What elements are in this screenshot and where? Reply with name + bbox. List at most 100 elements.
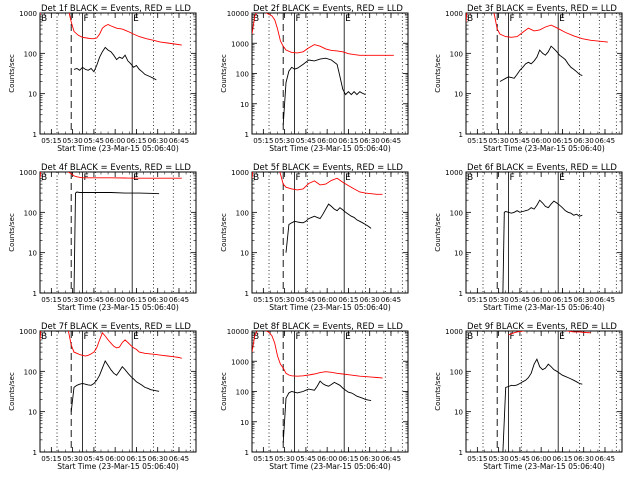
y-tick-label: 1 [33,290,37,298]
x-tick-label: 06:30 [574,296,594,304]
y-tick-label: 1000 [445,10,463,18]
x-tick-label: 06:15 [126,296,146,304]
x-tick-label: 06:00 [105,137,125,145]
x-tick-label: 06:15 [552,137,572,145]
x-tick-label: 05:30 [275,455,295,463]
marker-label-B: B [41,332,47,342]
x-tick-label: 06:00 [531,296,551,304]
marker-label-E: E [345,173,351,183]
series-group [466,13,608,82]
plot-title: Det 3f BLACK = Events, RED = LLD [467,4,617,14]
events-series-line [282,57,366,125]
y-tick-label: 1000 [231,40,249,48]
plot-title: Det 9f BLACK = Events, RED = LLD [467,322,617,332]
x-tick-label: 06:00 [105,455,125,463]
subplot-1: Det 1f BLACK = Events, RED = LLD 1 10 100 10… [8,4,197,153]
y-tick-label: 100 [236,71,249,79]
series-group [40,13,182,81]
subplot-4: Det 4f BLACK = Events, RED = LLD 1 10 100 10… [8,163,197,312]
subplot-8: Det 8f BLACK = Events, RED = LLD 1 10 100 10… [220,322,409,471]
subplot-7: Det 7f BLACK = Events, RED = LLD 1 10 100 10… [8,322,197,471]
series-group [40,331,182,412]
plot-title: Det 1f BLACK = Events, RED = LLD [41,4,191,14]
y-tick-label: 1 [459,449,463,457]
plot-frame [39,12,197,135]
x-tick-label: 06:15 [126,137,146,145]
x-tick-label: 06:45 [381,137,401,145]
x-tick-label: 06:00 [531,455,551,463]
x-tick-label: 06:15 [126,455,146,463]
y-tick-label: 10 [28,250,37,258]
lld-series-line [466,13,608,43]
x-tick-label: 05:15 [467,296,487,304]
marker-label-B: B [467,14,473,24]
x-tick-label: 05:15 [253,137,273,145]
x-tick-label: 06:30 [360,137,380,145]
series-group [502,199,583,293]
plot-title: Det 4f BLACK = Events, RED = LLD [41,163,191,173]
y-tick-label: 100 [236,209,249,217]
y-tick-label: 10000 [227,10,249,18]
marker-label-F: F [296,173,301,183]
events-series-line [502,358,583,452]
y-tick-label: 10 [454,91,463,99]
y-tick-label: 1 [459,290,463,298]
y-tick-label: 1 [245,449,249,457]
subplot-2: Det 2f BLACK = Events, RED = LLD 1 10 100 10… [220,4,409,153]
y-tick-label: 10 [454,250,463,258]
marker-label-F: F [296,332,301,342]
x-axis-label: Start Time (23-Mar-15 05:06:40) [483,144,605,153]
x-tick-label: 06:30 [574,137,594,145]
x-tick-label: 06:00 [105,296,125,304]
marker-label-B: B [467,332,473,342]
x-tick-label: 05:45 [84,137,104,145]
y-tick-label: 10000 [227,328,249,336]
y-tick-label: 10 [28,409,37,417]
x-tick-label: 05:45 [84,296,104,304]
y-tick-label: 100 [24,209,37,217]
x-tick-label: 06:30 [574,455,594,463]
y-axis-label: Counts/sec [8,54,16,93]
x-axis-label: Start Time (23-Mar-15 05:06:40) [57,144,179,153]
x-tick-label: 05:45 [510,296,530,304]
subplot-5: Det 5f BLACK = Events, RED = LLD 1 10 100 10… [220,163,409,312]
series-group [252,13,394,125]
plot-frame [251,171,409,294]
x-tick-label: 05:45 [296,455,316,463]
y-tick-label: 1 [33,131,37,139]
events-series-line [70,360,160,412]
x-tick-label: 06:45 [381,455,401,463]
x-tick-label: 06:30 [360,455,380,463]
marker-label-F: F [296,14,301,24]
x-tick-label: 06:15 [552,455,572,463]
y-tick-label: 1000 [231,358,249,366]
y-axis-label: Counts/sec [220,54,228,93]
x-tick-label: 05:45 [510,455,530,463]
events-series-line [282,380,372,443]
marker-label-B: B [41,14,47,24]
y-axis-label: Counts/sec [8,372,16,411]
x-tick-label: 05:30 [63,137,83,145]
x-tick-label: 05:30 [275,137,295,145]
x-tick-label: 06:15 [552,296,572,304]
y-tick-label: 1000 [19,169,37,177]
x-tick-label: 06:15 [338,296,358,304]
marker-label-E: E [559,173,565,183]
x-tick-label: 06:00 [317,296,337,304]
x-tick-label: 05:45 [296,296,316,304]
y-tick-label: 1 [245,290,249,298]
x-axis-label: Start Time (23-Mar-15 05:06:40) [57,303,179,312]
x-tick-label: 06:30 [360,296,380,304]
plot-frame [251,330,409,453]
subplot-9: Det 9f BLACK = Events, RED = LLD 1 10 100 10… [434,322,623,471]
plot-title: Det 2f BLACK = Events, RED = LLD [253,4,403,14]
plot-title: Det 5f BLACK = Events, RED = LLD [253,163,403,173]
y-axis-label: Counts/sec [220,372,228,411]
x-tick-label: 06:45 [595,455,615,463]
y-tick-label: 100 [24,368,37,376]
y-tick-label: 1000 [19,328,37,336]
x-tick-label: 05:15 [467,137,487,145]
y-tick-label: 10 [28,91,37,99]
x-axis-label: Start Time (23-Mar-15 05:06:40) [269,462,391,471]
